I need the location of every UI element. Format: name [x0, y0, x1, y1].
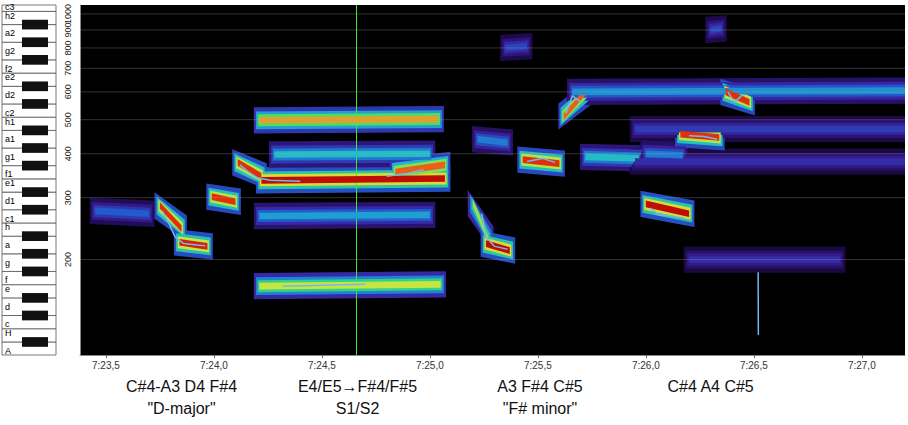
svg-text:e1: e1 — [5, 178, 15, 188]
svg-text:g: g — [5, 258, 10, 268]
svg-text:a1: a1 — [5, 134, 15, 144]
svg-text:g1: g1 — [5, 152, 15, 162]
svg-text:H: H — [5, 328, 12, 338]
svg-text:a2: a2 — [5, 28, 15, 38]
svg-text:h2: h2 — [5, 11, 15, 21]
svg-text:h1: h1 — [5, 117, 15, 127]
svg-text:e: e — [5, 284, 10, 294]
svg-text:A: A — [5, 346, 11, 356]
svg-text:c2: c2 — [5, 108, 15, 118]
svg-text:h: h — [5, 222, 10, 232]
svg-text:7:25,5: 7:25,5 — [524, 360, 552, 371]
svg-text:700: 700 — [63, 61, 73, 76]
svg-text:7:23,5: 7:23,5 — [92, 360, 120, 371]
svg-text:C#4-A3 D4 F#4: C#4-A3 D4 F#4 — [126, 378, 237, 395]
svg-text:f2: f2 — [5, 64, 13, 74]
svg-text:900: 900 — [63, 22, 73, 38]
svg-text:7:26,5: 7:26,5 — [740, 360, 768, 371]
svg-text:"D-major": "D-major" — [147, 400, 215, 417]
svg-text:7:27,0: 7:27,0 — [848, 360, 876, 371]
svg-text:7:24,5: 7:24,5 — [308, 360, 336, 371]
svg-text:7:26,0: 7:26,0 — [632, 360, 660, 371]
svg-text:200: 200 — [63, 252, 73, 267]
svg-text:600: 600 — [63, 84, 73, 99]
svg-text:a: a — [5, 240, 10, 250]
svg-text:C#4 A4 C#5: C#4 A4 C#5 — [667, 378, 753, 395]
svg-text:800: 800 — [63, 40, 73, 55]
svg-text:c: c — [5, 319, 10, 329]
svg-text:300: 300 — [63, 190, 73, 205]
svg-text:A3 F#4 C#5: A3 F#4 C#5 — [497, 378, 582, 395]
svg-text:400: 400 — [63, 146, 73, 161]
svg-text:c3: c3 — [5, 2, 15, 12]
svg-text:c1: c1 — [5, 214, 15, 224]
svg-text:g2: g2 — [5, 46, 15, 56]
svg-text:S1/S2: S1/S2 — [336, 400, 380, 417]
svg-text:e2: e2 — [5, 72, 15, 82]
svg-text:d1: d1 — [5, 196, 15, 206]
svg-text:500: 500 — [63, 112, 73, 127]
svg-text:E4/E5→F#4/F#5: E4/E5→F#4/F#5 — [298, 378, 417, 395]
svg-text:f1: f1 — [5, 169, 13, 179]
svg-text:d2: d2 — [5, 90, 15, 100]
svg-text:f: f — [5, 275, 8, 285]
svg-text:1000: 1000 — [63, 4, 73, 24]
svg-text:7:24,0: 7:24,0 — [200, 360, 228, 371]
svg-text:"F# minor": "F# minor" — [503, 400, 577, 417]
svg-text:7:25,0: 7:25,0 — [416, 360, 444, 371]
svg-text:d: d — [5, 302, 10, 312]
